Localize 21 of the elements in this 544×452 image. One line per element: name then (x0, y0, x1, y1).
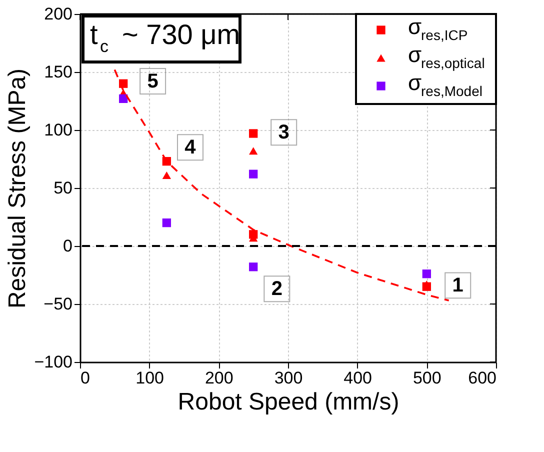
annotation: 5 (147, 70, 158, 92)
x-tick-label: 300 (274, 368, 303, 388)
annotation: 3 (278, 121, 290, 144)
y-tick-label: 50 (54, 178, 72, 198)
x-tick-label: 500 (412, 368, 442, 388)
y-tick-label: −100 (34, 352, 72, 372)
x-tick-label: 200 (204, 368, 234, 388)
y-tick-label: 200 (44, 4, 72, 24)
x-tick-label: 100 (136, 368, 164, 388)
annotation: 4 (184, 136, 197, 158)
y-tick-label: 100 (44, 120, 72, 140)
x-tick-label: 600 (468, 368, 496, 388)
annotation: 1 (452, 274, 464, 296)
y-tick-label: 0 (63, 236, 72, 256)
x-tick-label: 400 (344, 368, 372, 388)
y-tick-label: −50 (44, 294, 72, 314)
x-tick-label: 0 (80, 368, 90, 388)
annotation: 2 (271, 278, 282, 300)
y-axis-title: Residual Stress (MPa) (4, 68, 32, 309)
y-tick-label: 150 (44, 62, 72, 82)
x-axis-title: Robot Speed (mm/s) (178, 388, 400, 416)
